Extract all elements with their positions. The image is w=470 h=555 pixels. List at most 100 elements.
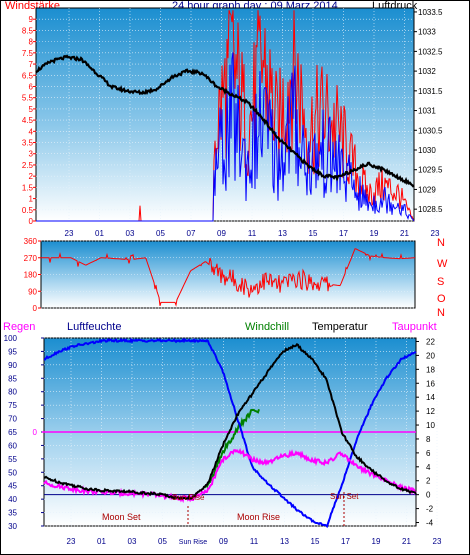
- bottom-x-tick-label: 03: [128, 537, 137, 546]
- wind-tick-label: 2.5: [22, 161, 34, 170]
- wind-tick-label: 0.5: [22, 206, 34, 215]
- bottom-x-tick-label: 11: [250, 537, 259, 546]
- wind-tick-label: 1.5: [22, 183, 34, 192]
- humidity-tick-label: 50: [8, 468, 17, 477]
- wind-tick-label: 1: [29, 195, 34, 204]
- humidity-label: Luftfeuchte: [67, 321, 122, 333]
- humidity-tick-label: 35: [8, 509, 17, 518]
- wind-direction-series: [41, 248, 415, 307]
- windchill-label: Windchill: [245, 321, 290, 333]
- bottom-x-tick-label: 23: [67, 537, 76, 546]
- top-x-tick-label: 11: [248, 229, 257, 238]
- humidity-series: [44, 337, 417, 529]
- wind-tick-label: 8: [29, 38, 34, 47]
- temperature-tick-label: 12: [426, 407, 435, 416]
- humidity-tick-label: 85: [8, 374, 17, 383]
- wind-tick-label: 9: [29, 15, 34, 24]
- top-x-tick-label: 13: [278, 229, 287, 238]
- temperature-tick-label: 0: [426, 491, 431, 500]
- temperature-tick-label: 22: [426, 337, 435, 346]
- bottom-x-tick-label: 15: [311, 537, 320, 546]
- wind-tick-label: 6: [29, 82, 34, 91]
- dewpoint-series: [43, 448, 417, 504]
- wind-tick-label: 7.5: [22, 49, 34, 58]
- pressure-tick-label: 1028.5: [418, 205, 443, 214]
- pressure-tick-label: 1032.5: [418, 47, 443, 56]
- bottom-x-tick-label: Sun Rise: [179, 539, 208, 546]
- pressure-series: [35, 54, 415, 188]
- bottom-x-tick-label: 13: [280, 537, 289, 546]
- wind-tick-label: 3.5: [22, 139, 34, 148]
- temperature-label: Temperatur: [312, 321, 368, 333]
- wind-tick-label: 4.5: [22, 116, 34, 125]
- bottom-x-tick-label: 21: [402, 537, 411, 546]
- compass-label: W: [437, 258, 448, 270]
- top-plot-area: [35, 7, 415, 222]
- wind-tick-label: 6.5: [22, 71, 34, 80]
- direction-tick-label: 90: [28, 287, 37, 296]
- temperature-tick-label: -4: [426, 519, 434, 528]
- temperature-tick-label: 18: [426, 365, 435, 374]
- compass-label: S: [437, 276, 444, 288]
- pressure-tick-label: 1032: [418, 67, 436, 76]
- pressure-tick-label: 1031.5: [418, 87, 443, 96]
- moon-set-annotation: Moon Set: [102, 512, 141, 522]
- compass-label: N: [437, 237, 445, 249]
- pressure-tick-label: 1030.5: [418, 126, 443, 135]
- top-x-tick-label: 07: [187, 229, 196, 238]
- pressure-tick-label: 1033: [418, 28, 436, 37]
- temperature-tick-label: 10: [426, 421, 435, 430]
- windchill-series: [203, 408, 260, 489]
- moon-rise-annotation: Moon Rise: [237, 512, 280, 522]
- humidity-tick-label: 45: [8, 482, 17, 491]
- wind-tick-label: 7: [29, 60, 34, 69]
- pressure-tick-label: 1029.5: [418, 166, 443, 175]
- wind-tick-label: 4: [29, 127, 34, 136]
- wind-tick-label: 5.5: [22, 94, 34, 103]
- temperature-series: [43, 343, 417, 501]
- temperature-tick-label: 20: [426, 351, 435, 360]
- humidity-tick-label: 90: [8, 361, 17, 370]
- wind-tick-label: 2: [29, 172, 34, 181]
- direction-tick-label: 0: [33, 304, 38, 313]
- top-x-tick-label: 03: [126, 229, 135, 238]
- humidity-tick-label: 65: [8, 428, 17, 437]
- temperature-tick-label: 2: [426, 477, 431, 486]
- direction-tick-label: 270: [24, 254, 38, 263]
- compass-label: N: [437, 307, 445, 319]
- temperature-tick-label: 16: [426, 379, 435, 388]
- temperature-tick-label: 6: [426, 449, 431, 458]
- humidity-tick-label: 100: [4, 334, 18, 343]
- wind-tick-label: 8.5: [22, 26, 34, 35]
- bottom-x-tick-label: 01: [97, 537, 106, 546]
- humidity-tick-label: 70: [8, 415, 17, 424]
- wind-tick-label: 5: [29, 105, 34, 114]
- wind-tick-label: 0: [29, 217, 34, 226]
- humidity-tick-label: 75: [8, 401, 17, 410]
- humidity-tick-label: 80: [8, 388, 17, 397]
- humidity-tick-label: 95: [8, 347, 17, 356]
- pressure-tick-label: 1029: [418, 185, 436, 194]
- bottom-x-tick-label: 05: [158, 537, 167, 546]
- pressure-tick-label: 1030: [418, 146, 436, 155]
- top-x-tick-label: 17: [339, 229, 348, 238]
- top-x-tick-label: 19: [370, 229, 379, 238]
- temperature-tick-label: 8: [426, 435, 431, 444]
- humidity-tick-label: 55: [8, 455, 17, 464]
- bottom-x-tick-label: 09: [219, 537, 228, 546]
- sun-rise-annotation: Sun Rise: [172, 493, 205, 502]
- wind-tick-label: 3: [29, 150, 34, 159]
- top-x-tick-label: 21: [400, 229, 409, 238]
- pressure-tick-label: 1031: [418, 107, 436, 116]
- wind-gust-series: [36, 52, 415, 222]
- bottom-x-tick-label: 23: [433, 537, 442, 546]
- temperature-tick-label: 14: [426, 393, 435, 402]
- top-x-tick-label: 23: [431, 229, 440, 238]
- temperature-tick-label: -2: [426, 505, 434, 514]
- pressure-tick-label: 1033.5: [418, 8, 443, 17]
- temperature-tick-label: 4: [426, 463, 431, 472]
- top-x-tick-label: 09: [217, 229, 226, 238]
- humidity-tick-label: 60: [8, 441, 17, 450]
- bottom-x-tick-label: 19: [372, 537, 381, 546]
- regen-label: Regen: [3, 321, 36, 333]
